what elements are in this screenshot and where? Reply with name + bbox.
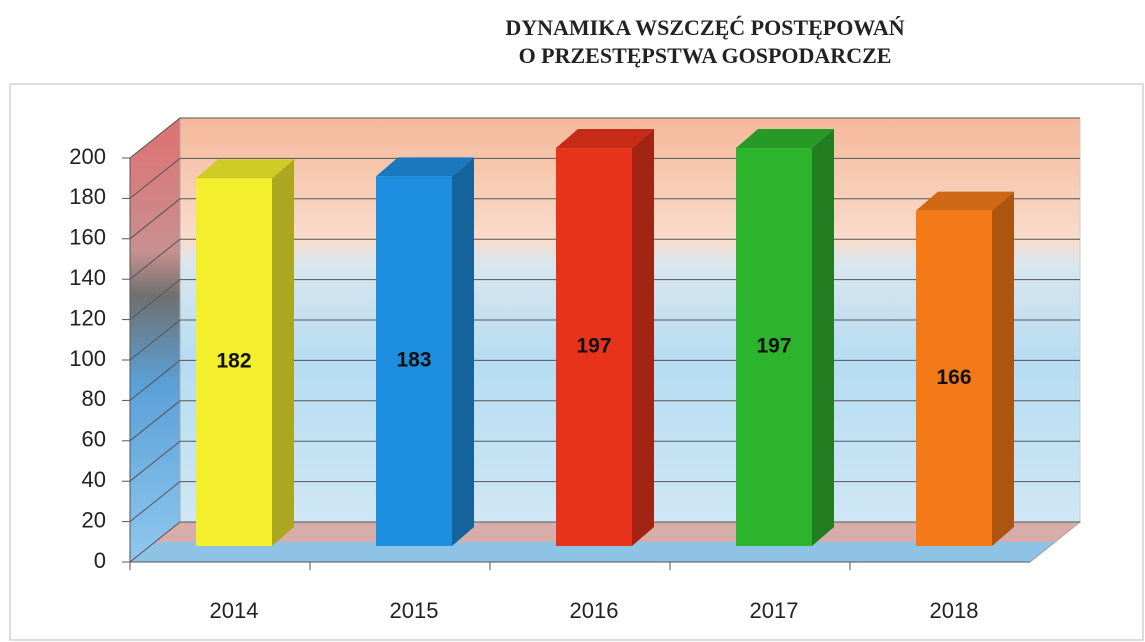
bar-side <box>272 159 294 547</box>
y-tick-label: 80 <box>82 386 106 411</box>
y-tick-label: 120 <box>69 305 106 330</box>
y-tick-label: 100 <box>69 346 106 371</box>
bar <box>556 148 632 546</box>
grid-line <box>129 117 1080 159</box>
x-tick-label: 2018 <box>930 598 979 623</box>
value-label: 182 <box>216 350 251 373</box>
x-tick-label: 2017 <box>750 598 799 623</box>
y-tick-label: 60 <box>82 427 106 452</box>
x-tick-label: 2016 <box>570 598 619 623</box>
chart-title: DYNAMIKA WSZCZĘĆ POSTĘPOWAŃ <box>505 15 904 40</box>
chart-border <box>9 83 1144 641</box>
value-label: 166 <box>936 366 971 389</box>
bar <box>196 178 272 547</box>
value-label: 183 <box>396 349 431 372</box>
bar-top <box>556 129 654 149</box>
chart-title: O PRZESTĘPSTWA GOSPODARCZE <box>519 43 892 68</box>
value-label: 197 <box>756 335 791 358</box>
bar-side <box>812 129 834 546</box>
y-tick-label: 140 <box>69 265 106 290</box>
bar-top <box>376 157 474 177</box>
bar <box>376 176 452 546</box>
bar-side <box>992 191 1014 546</box>
y-tick-label: 200 <box>69 144 106 169</box>
y-tick-label: 160 <box>69 225 106 250</box>
bar-top <box>196 159 294 179</box>
x-tick-label: 2015 <box>390 598 439 623</box>
x-tick-label: 2014 <box>210 598 259 623</box>
y-tick-label: 180 <box>69 184 106 209</box>
bar-top <box>736 129 834 149</box>
value-label: 197 <box>576 335 611 358</box>
y-tick-label: 20 <box>82 507 106 532</box>
y-tick-label: 40 <box>82 467 106 492</box>
bar <box>916 210 992 546</box>
bar-side <box>632 129 654 546</box>
y-tick-label: 0 <box>94 548 106 573</box>
bar-side <box>452 157 474 546</box>
bar <box>736 148 812 546</box>
bar-top <box>916 191 1014 211</box>
